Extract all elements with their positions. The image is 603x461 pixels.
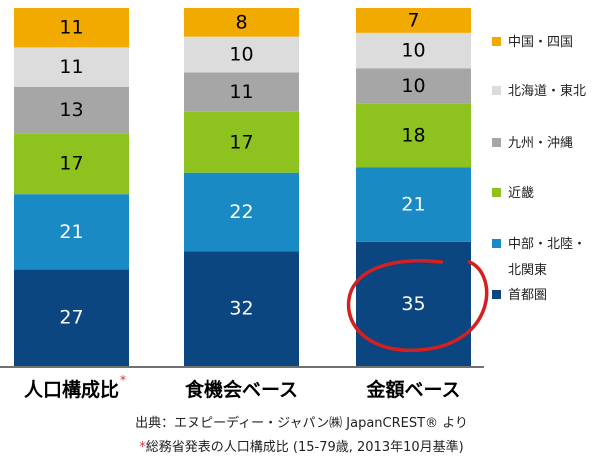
legend-swatch-3 xyxy=(492,188,501,197)
data-label-2-5: 7 xyxy=(407,9,419,31)
bar-segment-1-2 xyxy=(184,111,299,173)
legend-swatch-0 xyxy=(492,37,501,46)
data-label-0-4: 11 xyxy=(59,56,83,78)
bar-segment-0-1 xyxy=(14,194,129,270)
legend-label-1: 北海道・東北 xyxy=(508,83,586,99)
bar-segment-2-0 xyxy=(356,241,471,366)
stacked-bar-chart: 27 21 17 13 11 11 32 22 17 11 10 8 35 21 18 10 10 7 人口構成比 *… xyxy=(0,8,586,400)
legend-label-5: 首都圏 xyxy=(508,288,547,303)
category-label-2: 金額ベース xyxy=(365,378,460,400)
bar-segment-2-1 xyxy=(356,167,471,242)
bar-segment-0-3 xyxy=(14,86,129,134)
data-label-0-5: 11 xyxy=(59,17,83,39)
bar-segment-0-2 xyxy=(14,133,129,195)
data-label-0-2: 17 xyxy=(59,153,83,175)
bar-segment-2-2 xyxy=(356,103,471,168)
data-label-1-1: 22 xyxy=(229,201,253,223)
bar-segment-1-4 xyxy=(184,36,299,73)
legend-label-3: 近畿 xyxy=(508,186,534,201)
legend-swatch-1 xyxy=(492,86,501,95)
highlight-circle xyxy=(346,258,489,352)
data-label-1-0: 32 xyxy=(229,298,253,320)
legend-swatch-2 xyxy=(492,138,501,147)
data-label-0-3: 13 xyxy=(59,99,83,121)
data-label-1-3: 11 xyxy=(229,81,253,103)
bar-segment-2-3 xyxy=(356,68,471,104)
footnote-text: 総務省発表の人口構成比 (15-79歳, 2013年10月基準) xyxy=(145,440,464,455)
data-label-2-0: 35 xyxy=(401,293,425,315)
data-label-1-5: 8 xyxy=(235,11,247,33)
bar-segment-1-1 xyxy=(184,172,299,252)
footnote: *総務省発表の人口構成比 (15-79歳, 2013年10月基準) xyxy=(0,436,603,455)
bar-segment-0-5 xyxy=(14,8,129,48)
footnote-mark: * xyxy=(139,440,146,455)
category-mark-0: * xyxy=(120,373,126,387)
legend-swatch-5 xyxy=(492,290,501,299)
data-label-2-1: 21 xyxy=(401,194,425,216)
data-label-0-0: 27 xyxy=(59,307,83,329)
bar-segment-1-0 xyxy=(184,251,299,366)
data-label-2-4: 10 xyxy=(401,40,425,62)
category-label-0: 人口構成比 xyxy=(24,378,119,400)
bar-segment-0-0 xyxy=(14,269,129,366)
data-label-0-1: 21 xyxy=(59,221,83,243)
legend-label-0: 中国・四国 xyxy=(508,35,573,50)
category-label-1: 食機会ベース xyxy=(185,378,298,400)
bar-segment-0-4 xyxy=(14,47,129,87)
legend-label-2: 九州・沖縄 xyxy=(508,136,573,151)
bar-segment-1-5 xyxy=(184,8,299,37)
data-label-2-3: 10 xyxy=(401,75,425,97)
legend-label-4: 中部・北陸・ xyxy=(508,236,586,252)
source-note: 出典：エヌピーディー・ジャパン㈱ JapanCREST® より xyxy=(135,416,468,431)
bar-segment-2-5 xyxy=(356,8,471,33)
data-label-1-4: 10 xyxy=(229,44,253,66)
legend-label-4-line2: 北関東 xyxy=(508,262,547,278)
bar-segment-1-3 xyxy=(184,72,299,112)
data-label-1-2: 17 xyxy=(229,131,253,153)
legend-swatch-4 xyxy=(492,239,501,248)
bar-segment-2-4 xyxy=(356,32,471,69)
data-label-2-2: 18 xyxy=(401,125,425,147)
